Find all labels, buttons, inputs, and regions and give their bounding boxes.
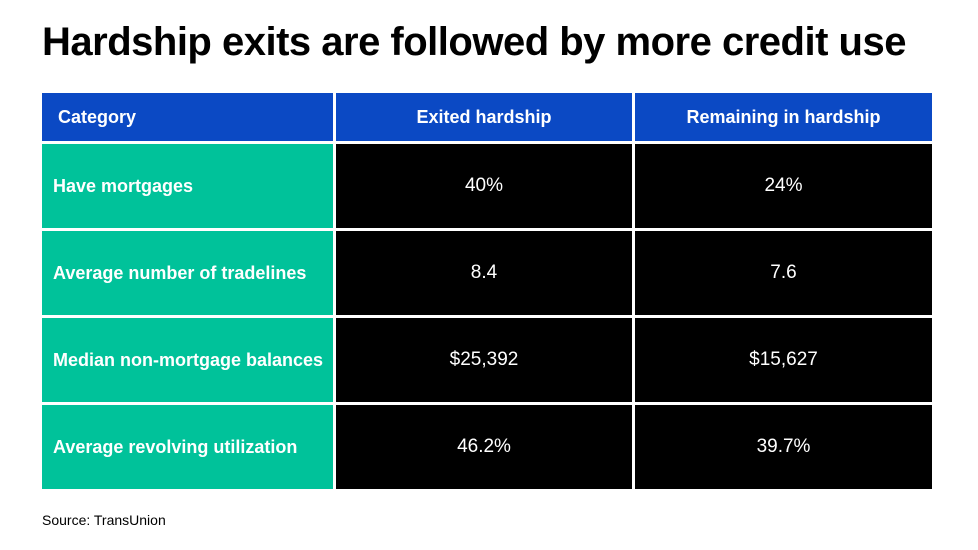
column-header-exited: Exited hardship bbox=[336, 93, 632, 141]
value-tradelines-exited: 8.4 bbox=[336, 231, 632, 315]
column-header-category: Category bbox=[42, 93, 333, 141]
page-title: Hardship exits are followed by more cred… bbox=[42, 20, 906, 64]
data-table: Category Exited hardship Remaining in ha… bbox=[42, 93, 932, 489]
value-tradelines-remaining: 7.6 bbox=[635, 231, 932, 315]
source-note: Source: TransUnion bbox=[42, 512, 166, 528]
row-label-tradelines: Average number of tradelines bbox=[42, 231, 333, 315]
value-mortgages-remaining: 24% bbox=[635, 144, 932, 228]
value-mortgages-exited: 40% bbox=[336, 144, 632, 228]
value-utilization-exited: 46.2% bbox=[336, 405, 632, 489]
value-balances-remaining: $15,627 bbox=[635, 318, 932, 402]
column-header-remaining: Remaining in hardship bbox=[635, 93, 932, 141]
value-utilization-remaining: 39.7% bbox=[635, 405, 932, 489]
row-label-mortgages: Have mortgages bbox=[42, 144, 333, 228]
value-balances-exited: $25,392 bbox=[336, 318, 632, 402]
row-label-balances: Median non-mortgage balances bbox=[42, 318, 333, 402]
row-label-utilization: Average revolving utilization bbox=[42, 405, 333, 489]
